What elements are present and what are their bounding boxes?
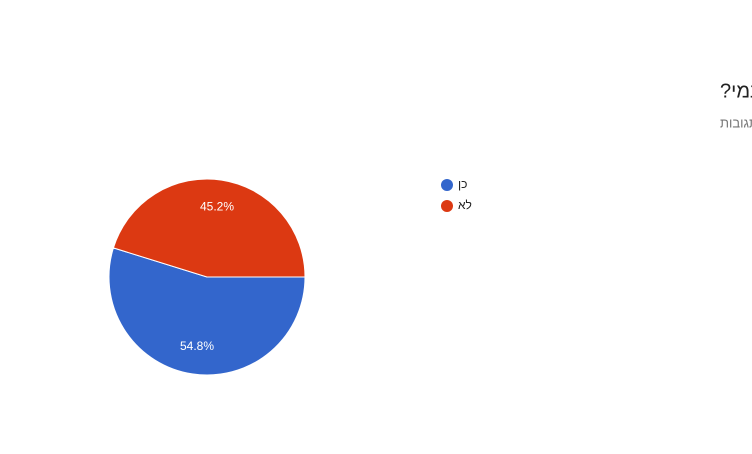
legend-swatch [441,200,453,212]
slice-label: 54.8% [180,339,214,353]
chart-subtitle: 208 תגובות [720,115,752,130]
legend-swatch [441,179,453,191]
pie-slice [112,178,306,278]
chart-title: האם שמת לב שהאתר הוא מבוסס על דומיין חינ… [720,80,752,102]
legend-label: כן [458,177,467,191]
pie-slice [108,247,306,376]
slice-label: 45.2% [200,199,234,213]
legend-label: לא [458,198,472,212]
